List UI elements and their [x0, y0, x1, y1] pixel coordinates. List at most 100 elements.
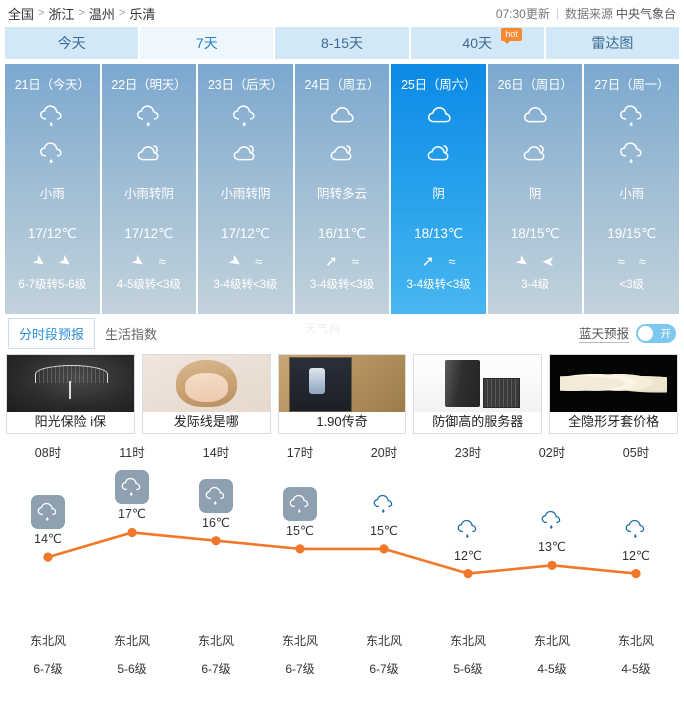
tab-label: 雷达图	[591, 35, 634, 51]
toggle-state-label: 开	[660, 327, 672, 340]
day-temperature: 19/15℃	[607, 226, 657, 241]
day-card-0[interactable]: 21日（今天） 小雨 17/12℃ ➤ ➤ 6-7级转5-6级	[5, 64, 100, 314]
day-wind-level: 3-4级转<3级	[406, 279, 471, 291]
day-condition: 小雨	[39, 187, 65, 201]
tab-8-15days[interactable]: 8-15天	[275, 27, 409, 59]
day-wind-icons: ➚ ≈	[422, 254, 456, 270]
subtab-label: 分时段预报	[19, 326, 85, 342]
day-card-5[interactable]: 26日（周日） 阴 18/15℃ ➤ ➤ 3-4级	[487, 64, 583, 314]
day-card-2[interactable]: 23日（后天） 小雨转阴 17/12℃ ➤ ≈ 3-4级转<3级	[198, 64, 293, 314]
ad-thumbnail	[550, 355, 677, 412]
breadcrumb-separator: >	[38, 7, 45, 19]
overcast-icon	[520, 101, 550, 136]
day-temperature: 17/12℃	[27, 226, 77, 241]
breadcrumb-item-2[interactable]: 温州	[88, 6, 115, 22]
seven-day-list: 21日（今天） 小雨 17/12℃ ➤ ➤ 6-7级转5-6级 22日（明天）	[0, 59, 684, 314]
ad-caption: 阳光保险 i保	[34, 414, 107, 429]
tab-today[interactable]: 今天	[5, 27, 139, 59]
wind-direction: 东北风	[197, 634, 234, 648]
tab-7days[interactable]: 7天	[140, 27, 274, 59]
wind-arrow-icon: ➤	[224, 250, 245, 273]
overcast-icon	[424, 101, 454, 136]
day-wind-icons: ➤ ≈	[224, 250, 262, 273]
wind-direction: 东北风	[449, 634, 486, 648]
wind-arrow-icon: ➤	[128, 250, 149, 273]
day-wind-level: 4-5级转<3级	[116, 279, 181, 291]
rain-icon	[617, 101, 647, 136]
breadcrumb-item-0[interactable]: 全国	[8, 6, 35, 22]
overcast-icon	[327, 101, 357, 136]
breadcrumb-separator: >	[78, 7, 85, 19]
cloudy-icon	[134, 138, 164, 173]
hour-wind-1: 东北风 5-6级	[90, 632, 174, 677]
rain-icon	[37, 138, 67, 173]
tab-label: 今天	[57, 35, 86, 51]
ad-card-3[interactable]: 防御高的服务器	[413, 354, 543, 434]
cloudy-icon	[327, 138, 357, 173]
ad-card-0[interactable]: 阳光保险 i保	[6, 354, 135, 434]
blue-sky-label[interactable]: 蓝天预报	[578, 323, 629, 343]
hour-time-axis: 08时 11时 14时 17时 20时 23时 02时 05时	[6, 434, 678, 468]
wind-level: 4-5级	[621, 662, 651, 676]
tab-label: 7天	[195, 35, 218, 51]
day-wind-level: 3-4级转<3级	[309, 279, 375, 291]
ad-card-2[interactable]: 1.90传奇	[277, 354, 407, 434]
rain-icon	[617, 138, 647, 173]
blue-sky-toggle[interactable]: 开	[636, 323, 676, 343]
day-wind-icons: ➤ ➤	[29, 250, 76, 273]
wind-level: 4-5级	[537, 662, 567, 676]
wind-calm-icon: ≈	[638, 254, 646, 269]
wind-arrow-up-icon: ➚	[421, 253, 435, 270]
wind-calm-icon: ≈	[448, 254, 456, 269]
hour-label-1: 11时	[119, 445, 145, 460]
wind-arrow-icon: ➤	[55, 250, 76, 273]
day-card-6[interactable]: 27日（周一） 小雨 19/15℃ ≈ ≈ <3级	[584, 64, 680, 314]
day-condition: 阴	[528, 187, 542, 201]
wind-direction: 东北风	[533, 634, 570, 648]
wind-direction: 东北风	[29, 634, 66, 648]
day-wind-icons: ➤ ➤	[511, 250, 555, 273]
day-date: 26日（周日）	[497, 78, 573, 92]
ad-card-1[interactable]: 发际线是哪	[141, 354, 271, 434]
wind-direction: 东北风	[617, 634, 654, 648]
day-temperature: 18/13℃	[414, 226, 464, 241]
wind-level: 5-6级	[117, 662, 147, 676]
wind-arrow-icon: ➤	[511, 250, 532, 273]
breadcrumb-item-1[interactable]: 浙江	[48, 6, 75, 22]
ad-card-4[interactable]: 全隐形牙套价格	[549, 354, 678, 434]
rain-icon	[230, 101, 260, 136]
day-date: 24日（周五）	[304, 78, 380, 92]
day-weather-icons	[37, 101, 67, 173]
hour-wind-row: 东北风 6-7级 东北风 5-6级 东北风 6-7级 东北风 6-7级 东北风 6-7级…	[6, 618, 678, 677]
rain-icon	[37, 101, 67, 136]
tab-40days[interactable]: 40天 hot	[410, 27, 544, 59]
update-time: 07:30更新	[495, 6, 550, 21]
ad-caption: 1.90传奇	[316, 414, 368, 429]
ad-thumbnail	[7, 355, 134, 412]
day-weather-icons	[230, 101, 260, 173]
ad-caption: 全隐形牙套价格	[568, 414, 660, 429]
day-card-4[interactable]: 25日（周六） 阴 18/13℃ ➚ ≈ 3-4级转<3级	[391, 64, 486, 314]
tab-label: 40天	[462, 35, 492, 51]
day-condition: 小雨转阴	[123, 187, 174, 201]
wind-arrow-down-icon: ➤	[542, 253, 555, 270]
source-value: 中央气象台	[615, 6, 676, 21]
day-weather-icons	[327, 101, 357, 173]
ad-thumbnail	[142, 355, 270, 412]
ad-strip: 阳光保险 i保 发际线是哪 1.90传奇 防御高的服务器 全隐形牙套价格	[0, 352, 684, 434]
subtab-life-index[interactable]: 生活指数	[95, 319, 167, 348]
subtab-hourly-forecast[interactable]: 分时段预报	[8, 317, 96, 349]
hour-label-4: 20时	[370, 445, 398, 460]
day-condition: 小雨	[619, 187, 645, 201]
day-card-1[interactable]: 22日（明天） 小雨转阴 17/12℃ ➤ ≈ 4-5级转<3级	[101, 64, 197, 314]
hour-label-0: 08时	[34, 445, 62, 460]
day-wind-level: <3级	[619, 279, 645, 291]
wind-calm-icon: ≈	[617, 254, 625, 269]
day-wind-level: 6-7级转5-6级	[18, 279, 87, 291]
tab-radar[interactable]: 雷达图	[545, 27, 680, 59]
day-date: 23日（后天）	[207, 78, 283, 92]
day-weather-icons	[424, 101, 454, 173]
blue-sky-forecast-control: 蓝天预报 开	[578, 323, 676, 343]
day-card-3[interactable]: 24日（周五） 阴转多云 16/11℃ ➚ ≈ 3-4级转<3级	[294, 64, 390, 314]
cloudy-icon	[520, 138, 550, 173]
